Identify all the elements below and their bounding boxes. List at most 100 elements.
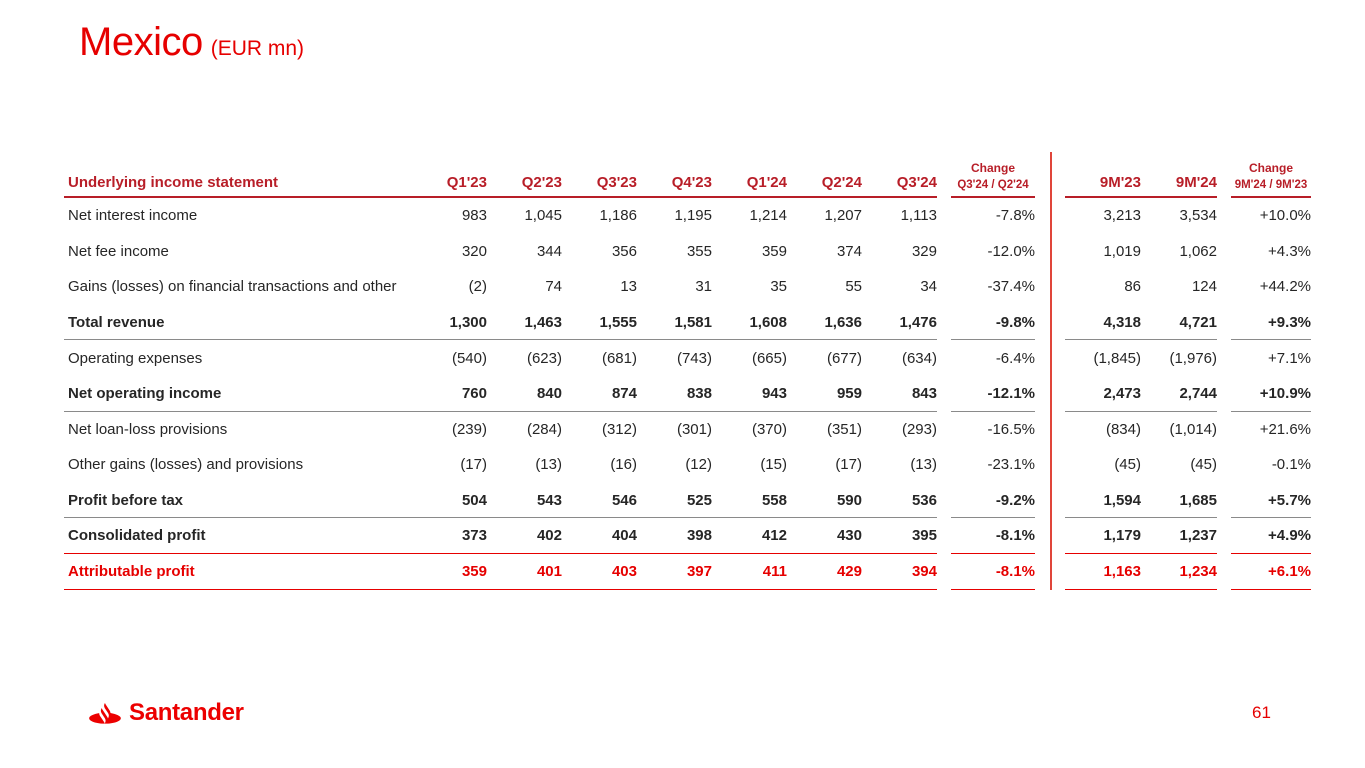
cell-period-value: 86: [1124, 278, 1141, 296]
cell-gap: [937, 234, 951, 270]
header-period: 9M'24: [1141, 152, 1217, 198]
row-label: Gains (losses) on financial transactions…: [68, 278, 397, 296]
header-label: Underlying income statement: [64, 152, 412, 198]
cell-quarter-value: (301): [676, 420, 712, 438]
cell-quarter-value: (15): [760, 456, 787, 474]
cell-change-quarter: -12.1%: [951, 376, 1035, 412]
cell-quarter-value: 760: [412, 376, 487, 412]
cell-period-value: 4,318: [1065, 305, 1141, 341]
cell-quarter-value: (293): [901, 420, 937, 438]
cell-quarter-value: 874: [562, 376, 637, 412]
cell-quarter-value: (239): [451, 420, 487, 438]
header-quarter: Q2'24: [787, 152, 862, 198]
cell-quarter-value: 843: [862, 376, 937, 412]
cell-quarter-value: 838: [637, 376, 712, 412]
cell-change-period: +4.9%: [1231, 518, 1311, 554]
cell-quarter-value: 403: [562, 554, 637, 590]
cell-quarter-value: 397: [637, 554, 712, 590]
cell-gap: [937, 412, 951, 448]
cell-gap: [1217, 412, 1231, 448]
cell-period-value: 1,594: [1065, 483, 1141, 519]
cell-change-period: +6.1%: [1231, 554, 1311, 590]
cell-gap: [1217, 269, 1231, 305]
row-label: Operating expenses: [68, 349, 203, 367]
header-change-period-line1: Change: [1248, 160, 1293, 175]
cell-quarter-value: 35: [770, 278, 787, 296]
cell-change-quarter: -16.5%: [987, 420, 1035, 438]
cell-quarter-value: 374: [836, 242, 862, 260]
header-change-quarter-line1: Change: [970, 160, 1015, 175]
cell-gap: [1217, 376, 1231, 412]
cell-period-value: 2,744: [1141, 376, 1217, 412]
cell-quarter-value: (681): [601, 349, 637, 367]
cell-period-value: 1,062: [1179, 242, 1217, 260]
cell-quarter-value: (351): [826, 420, 862, 438]
cell-period-value: 3,534: [1179, 207, 1217, 225]
cell-change-period: +4.3%: [1268, 242, 1311, 260]
row-label: Net fee income: [68, 242, 169, 260]
cell-change-quarter: -9.2%: [951, 483, 1035, 519]
cell-quarter-value: 411: [712, 554, 787, 590]
cell-quarter-value: (16): [610, 456, 637, 474]
cell-gap: [937, 376, 951, 412]
table-row: Profit before tax 504 543 546 525 558 590 536 -9…: [64, 483, 1311, 519]
table-row: Total revenue 1,300 1,463 1,555 1,581 1,608 1,…: [64, 305, 1311, 341]
cell-quarter-value: 373: [412, 518, 487, 554]
cell-quarter-value: 943: [712, 376, 787, 412]
cell-gap: [937, 305, 951, 341]
row-label: Attributable profit: [64, 554, 412, 590]
cell-period-value: (45): [1114, 456, 1141, 474]
cell-period-value: (1,976): [1169, 349, 1217, 367]
brand-wordmark: Santander: [129, 699, 244, 726]
cell-gap: [937, 554, 951, 590]
cell-change-period: +44.2%: [1259, 278, 1311, 296]
cell-quarter-value: 1,195: [674, 207, 712, 225]
cell-period-value: 3,213: [1103, 207, 1141, 225]
slide-title-text: Mexico: [79, 20, 203, 64]
cell-quarter-value: (677): [826, 349, 862, 367]
cell-period-value: 1,685: [1141, 483, 1217, 519]
cell-quarter-value: 359: [761, 242, 787, 260]
table-row: Other gains (losses) and provisions (17) (…: [64, 447, 1311, 483]
cell-quarter-value: (370): [751, 420, 787, 438]
table-row: Attributable profit 359 401 403 397 411 429 394…: [64, 554, 1311, 590]
cell-quarter-value: 840: [487, 376, 562, 412]
row-label: Total revenue: [64, 305, 412, 341]
cell-quarter-value: 320: [461, 242, 487, 260]
income-statement-table: Underlying income statement Q1'23 Q2'23 Q3'…: [64, 152, 1311, 590]
cell-quarter-value: (665): [751, 349, 787, 367]
table-row: Operating expenses (540) (623) (681) (743) (6…: [64, 340, 1311, 376]
cell-quarter-value: 344: [536, 242, 562, 260]
table-row: Net fee income 320 344 356 355 359 374 329 -12.0…: [64, 234, 1311, 270]
cell-quarter-value: 1,476: [862, 305, 937, 341]
cell-quarter-value: 13: [620, 278, 637, 296]
cell-change-period: +9.3%: [1231, 305, 1311, 341]
cell-quarter-value: 1,207: [824, 207, 862, 225]
cell-gap: [1217, 198, 1231, 234]
cell-quarter-value: (2): [468, 278, 487, 296]
cell-change-quarter: -6.4%: [995, 349, 1035, 367]
santander-flame-icon: [89, 702, 121, 724]
cell-quarter-value: 1,045: [524, 207, 562, 225]
cell-gap: [1217, 234, 1231, 270]
table-header-row: Underlying income statement Q1'23 Q2'23 Q3'…: [64, 152, 1311, 198]
cell-quarter-value: (623): [526, 349, 562, 367]
cell-quarter-value: 34: [920, 278, 937, 296]
cell-quarter-value: (312): [601, 420, 637, 438]
cell-quarter-value: 590: [787, 483, 862, 519]
header-quarter: Q1'23: [412, 152, 487, 198]
cell-gap: [937, 340, 951, 376]
header-gap: [1217, 152, 1231, 198]
cell-period-value: 2,473: [1065, 376, 1141, 412]
cell-gap: [937, 483, 951, 519]
table-group-divider: [1050, 152, 1052, 590]
cell-quarter-value: 1,636: [787, 305, 862, 341]
cell-period-value: (834): [1105, 420, 1141, 438]
cell-period-value: 1,237: [1141, 518, 1217, 554]
cell-gap: [937, 447, 951, 483]
cell-quarter-value: 1,555: [562, 305, 637, 341]
row-label: Net operating income: [64, 376, 412, 412]
row-label: Net loan-loss provisions: [68, 420, 228, 438]
cell-quarter-value: (17): [835, 456, 862, 474]
table-row: Net interest income 983 1,045 1,186 1,195 1,2…: [64, 198, 1311, 234]
